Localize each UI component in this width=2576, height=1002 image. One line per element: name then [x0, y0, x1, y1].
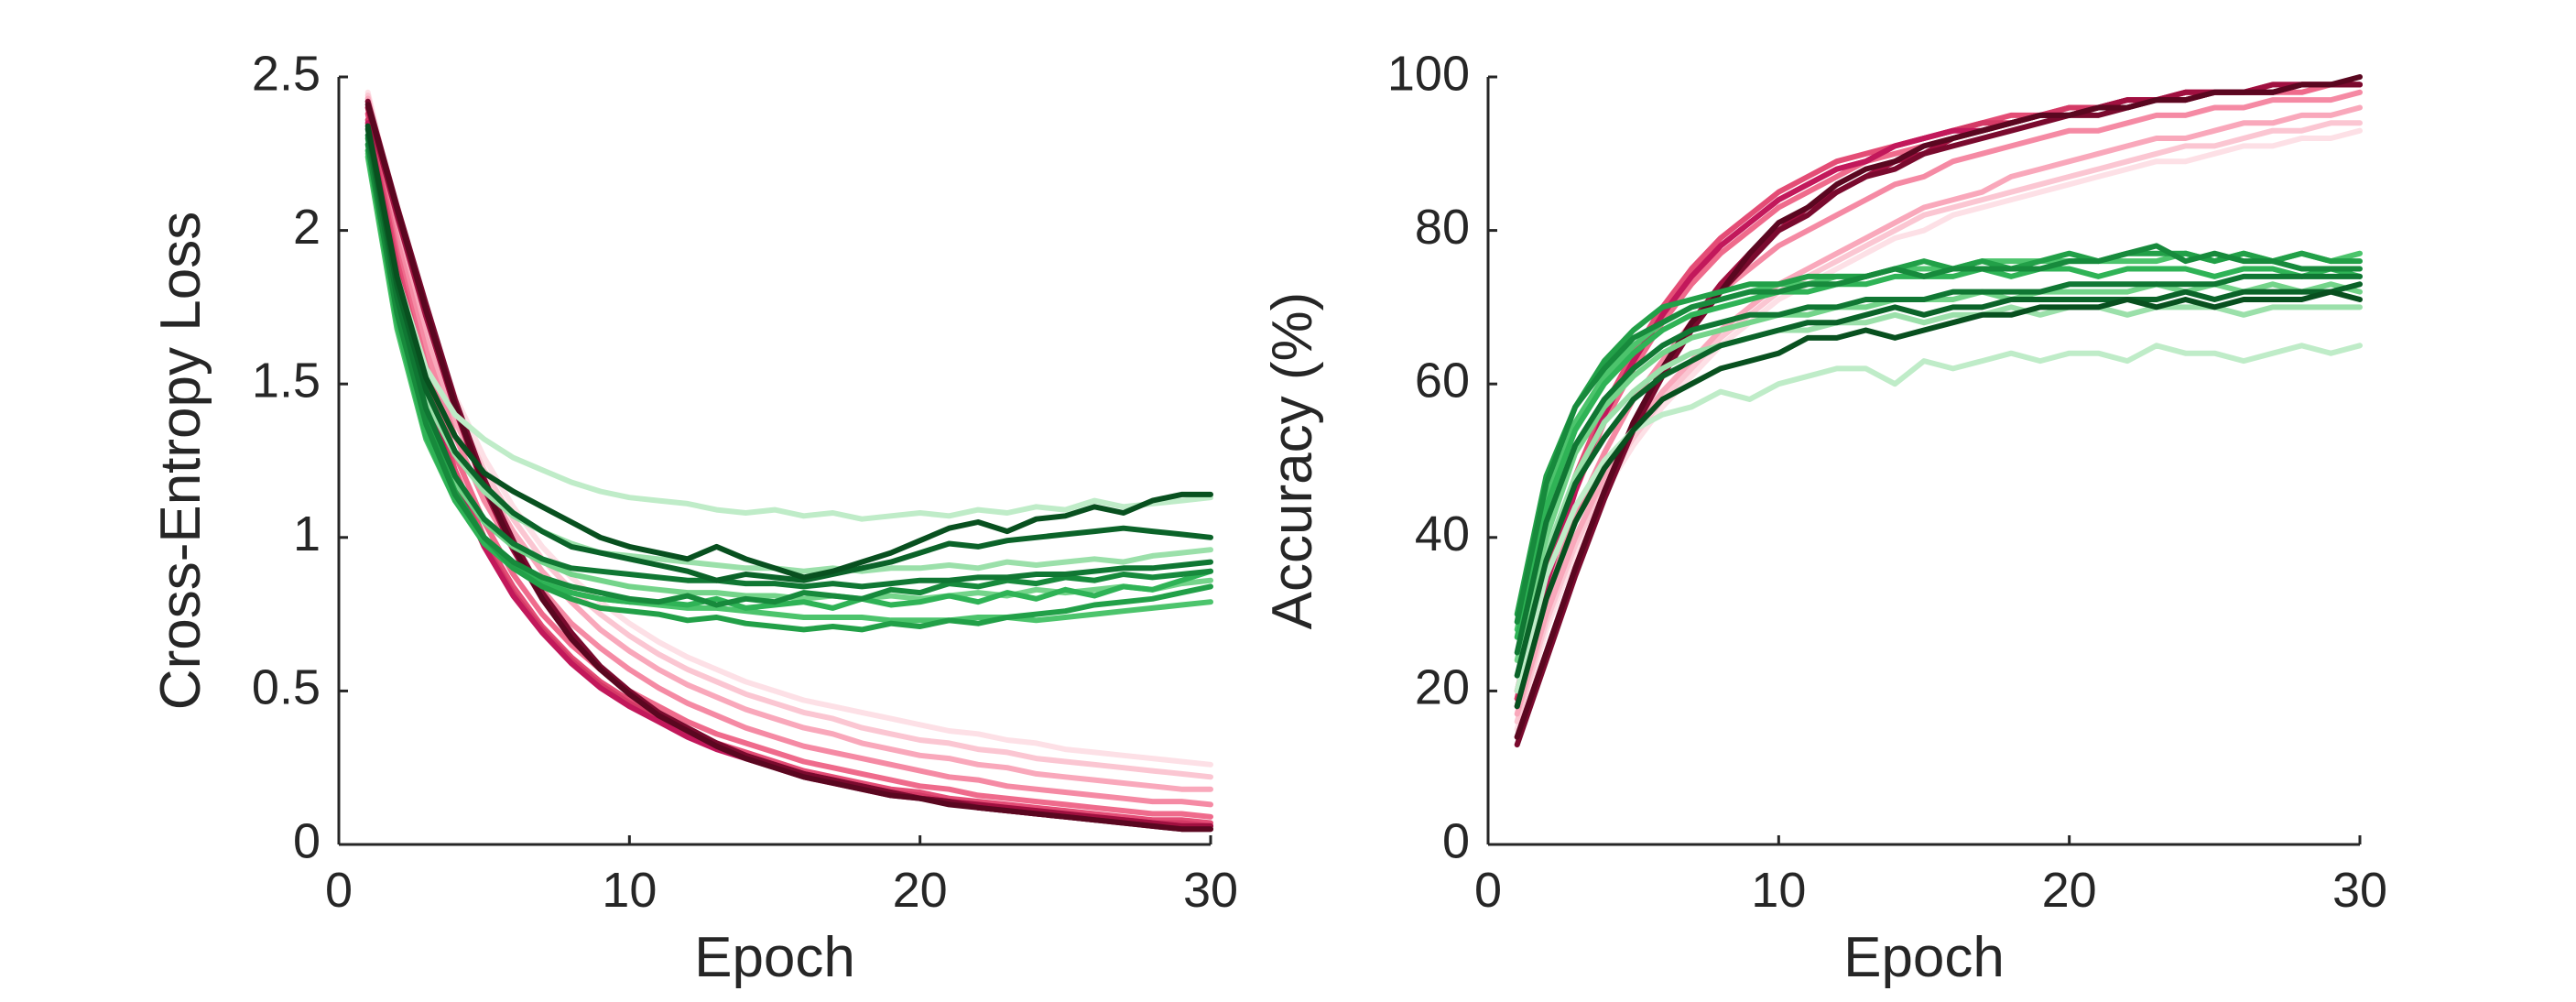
accuracy-y-tick-label: 80 [1415, 200, 1470, 255]
loss-y-tick-label: 0.5 [252, 660, 321, 715]
accuracy-series-green-6 [1514, 250, 2363, 617]
accuracy-series-red-10 [1514, 82, 2363, 748]
accuracy-series-green-8 [1514, 273, 2363, 656]
loss-y-axis-title: Cross-Entropy Loss [149, 212, 212, 710]
accuracy-y-tick-label: 20 [1415, 660, 1470, 715]
accuracy-series-green-5 [1514, 266, 2363, 640]
loss-series-green-7 [364, 141, 1213, 608]
accuracy-series-red-3 [1514, 104, 2363, 717]
loss-y-tick-label: 2 [293, 200, 321, 255]
accuracy-y-tick-label: 40 [1415, 506, 1470, 561]
loss-series-green-9 [364, 126, 1213, 583]
accuracy-series-red-4 [1514, 89, 2363, 710]
loss-y-tick-label: 1.5 [252, 353, 321, 408]
accuracy-x-tick-label: 30 [2332, 863, 2387, 918]
loss-x-tick-label: 10 [602, 863, 657, 918]
accuracy-y-axis-title: Accuracy (%) [1261, 292, 1324, 630]
loss-chart-panel: 0 0.5 1 1.5 2 2.5 0 10 20 30 Epoch Cross-Entropy Lo… [149, 46, 1238, 989]
loss-x-axis-title: Epoch [694, 926, 855, 989]
accuracy-x-tick-label: 10 [1751, 863, 1806, 918]
loss-series-red-4 [364, 98, 1213, 808]
loss-x-tick-label: 20 [893, 863, 948, 918]
loss-x-tick-label: 0 [325, 863, 353, 918]
accuracy-series-red-8 [1514, 82, 2363, 710]
loss-series-green-6 [364, 136, 1213, 633]
accuracy-chart-panel: 0 20 40 60 80 100 0 10 20 30 Epoch Accuracy (%) [1261, 46, 2387, 989]
loss-series-red-3 [364, 95, 1213, 792]
loss-series-green-1 [364, 141, 1213, 522]
loss-series-red-9 [364, 104, 1213, 829]
accuracy-series-green-7 [1514, 243, 2363, 625]
loss-y-tick-label: 2.5 [252, 46, 321, 101]
loss-series-green-10 [364, 123, 1213, 581]
accuracy-y-tick-label: 100 [1387, 46, 1470, 101]
loss-series-green-8 [364, 132, 1213, 590]
accuracy-x-axis-title: Epoch [1843, 926, 2005, 989]
loss-series-red-10 [364, 98, 1213, 833]
loss-series-red-6 [364, 111, 1213, 826]
accuracy-series-green-9 [1514, 281, 2363, 679]
accuracy-x-tick-label: 20 [2042, 863, 2097, 918]
loss-series-red-2 [364, 93, 1213, 780]
accuracy-y-tick-label: 0 [1442, 813, 1470, 868]
accuracy-series-green-10 [1514, 289, 2363, 710]
loss-series-red-1 [364, 89, 1213, 768]
accuracy-x-tick-label: 0 [1474, 863, 1502, 918]
accuracy-series-red-11 [1514, 74, 2363, 740]
loss-y-tick-label: 0 [293, 813, 321, 868]
accuracy-series-green-1 [1514, 343, 2363, 694]
loss-x-tick-label: 30 [1183, 863, 1238, 918]
loss-y-tick-label: 1 [293, 506, 321, 561]
accuracy-y-tick-label: 60 [1415, 353, 1470, 408]
accuracy-series-red-1 [1514, 127, 2363, 733]
